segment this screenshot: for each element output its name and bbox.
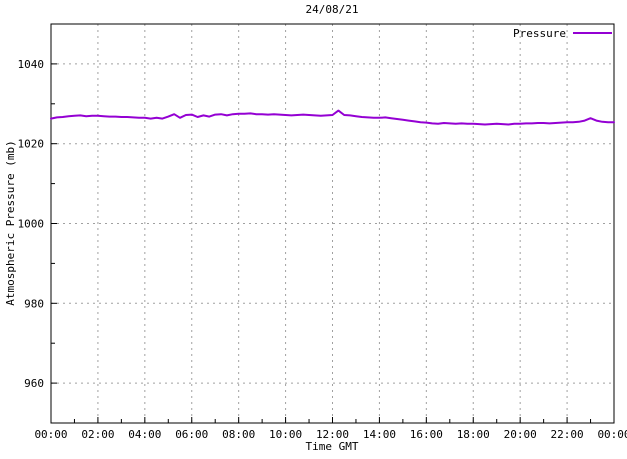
y-axis-label: Atmospheric Pressure (mb): [4, 140, 17, 306]
svg-text:20:00: 20:00: [504, 428, 537, 441]
svg-text:960: 960: [24, 377, 44, 390]
svg-text:22:00: 22:00: [551, 428, 584, 441]
svg-text:980: 980: [24, 297, 44, 310]
chart-title: 24/08/21: [306, 3, 359, 16]
y-tick-labels: 960 980 1000 1020 1040: [18, 58, 45, 390]
pressure-series-line: [50, 109, 615, 126]
axis-ticks: [50, 63, 615, 423]
svg-text:1040: 1040: [18, 58, 45, 71]
svg-text:00:00: 00:00: [34, 428, 67, 441]
svg-text:00:00: 00:00: [597, 428, 627, 441]
svg-text:08:00: 08:00: [222, 428, 255, 441]
svg-text:12:00: 12:00: [316, 428, 349, 441]
svg-text:06:00: 06:00: [175, 428, 208, 441]
svg-text:02:00: 02:00: [81, 428, 114, 441]
svg-text:18:00: 18:00: [457, 428, 490, 441]
legend-label: Pressure: [513, 27, 566, 40]
svg-text:14:00: 14:00: [363, 428, 396, 441]
grid-lines: [51, 24, 614, 423]
svg-text:16:00: 16:00: [410, 428, 443, 441]
svg-text:10:00: 10:00: [269, 428, 302, 441]
x-tick-labels: 00:00 02:00 04:00 06:00 08:00 10:00 12:00 14:00…: [34, 428, 627, 441]
svg-text:04:00: 04:00: [128, 428, 161, 441]
svg-text:1020: 1020: [18, 138, 45, 151]
legend: Pressure: [513, 27, 612, 40]
x-axis-label: Time GMT: [306, 440, 359, 453]
svg-text:1000: 1000: [18, 218, 45, 231]
